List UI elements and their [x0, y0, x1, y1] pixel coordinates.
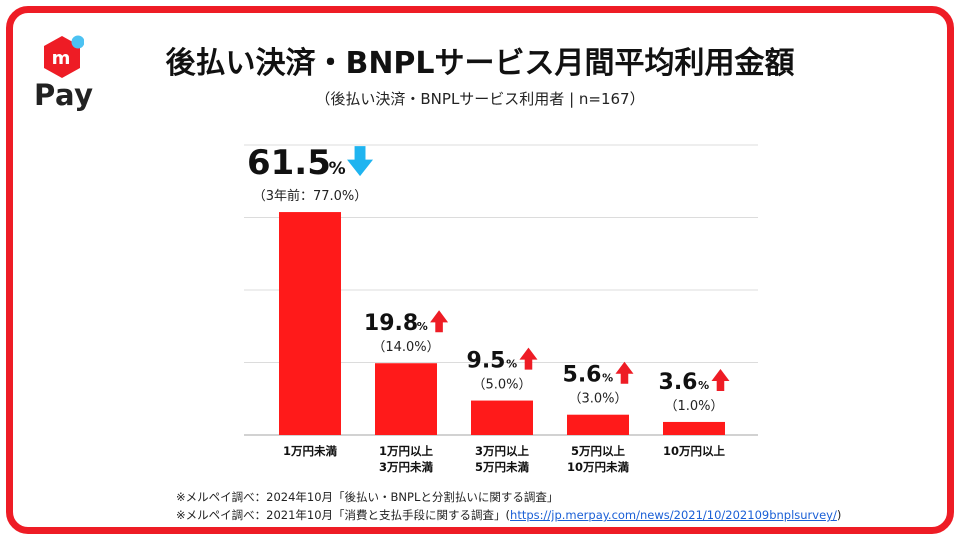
arrow-up-icon: [615, 361, 634, 384]
category-label: 3万円以上: [475, 444, 530, 458]
merpay-logo: m Pay: [34, 34, 94, 114]
value-label: 9.5: [467, 349, 506, 374]
category-label: 5万円未満: [475, 460, 530, 474]
arrow-up-icon: [430, 310, 449, 333]
footnote-1: ※メルペイ調べ：2024年10月「後払い・BNPLと分割払いに関する調査」: [176, 490, 559, 504]
category-label: 5万円以上: [571, 444, 626, 458]
page-title: 後払い決済・BNPLサービス月間平均利用金額: [165, 46, 795, 81]
percent-label: %: [417, 320, 428, 333]
previous-value-label: （1.0%）: [664, 399, 723, 414]
category-label: 10万円以上: [663, 444, 726, 458]
category-labels: 1万円未満 1万円以上 3万円未満 3万円以上 5万円未満 5万円以上 10万円未満 10万円…: [283, 444, 726, 474]
footnote-2: ※メルペイ調べ：2021年10月「消費と支払手段に関する調査」(https://…: [176, 506, 841, 524]
bar: [663, 421, 725, 435]
logo-hexagon: [44, 36, 80, 78]
page-subtitle: （後払い決済・BNPLサービス利用者 | n=167）: [315, 90, 645, 108]
logo-dot: [71, 35, 84, 49]
footnote-2-suffix: ): [836, 508, 842, 522]
bar: [471, 400, 533, 435]
arrow-down-icon: [347, 146, 374, 177]
category-label: 10万円未満: [567, 460, 630, 474]
category-label: 1万円以上: [379, 444, 434, 458]
arrow-up-icon: [519, 347, 538, 370]
value-label: 3.6: [659, 370, 698, 395]
previous-value-label: （14.0%）: [372, 340, 439, 355]
bar: [567, 414, 629, 435]
logo-text: Pay: [34, 78, 94, 112]
category-label: 1万円未満: [283, 444, 338, 458]
arrow-up-icon: [711, 368, 730, 391]
bar: [279, 212, 341, 435]
percent-label: %: [329, 159, 346, 179]
category-label: 3万円未満: [379, 460, 434, 474]
source-link[interactable]: https://jp.merpay.com/news/2021/10/20210…: [510, 508, 837, 522]
value-label: 61.5: [247, 143, 331, 183]
merpay-logo-icon: m: [44, 35, 84, 78]
previous-value-label: （3.0%）: [568, 392, 627, 407]
percent-label: %: [602, 372, 613, 385]
slide-frame: [6, 6, 954, 534]
previous-value-label: （3年前：77.0%）: [253, 188, 368, 204]
previous-value-label: （5.0%）: [472, 378, 531, 393]
bars: [279, 212, 725, 435]
value-label: 19.8: [364, 311, 418, 336]
data-labels: （3年前：77.0%） 61.5% （14.0%） 19.8% （5.0%） 9.5 % （3…: [247, 143, 730, 414]
footnote-2-prefix: ※メルペイ調べ：2021年10月「消費と支払手段に関する調査」(: [176, 508, 511, 522]
percent-label: %: [506, 358, 517, 371]
bar: [375, 363, 437, 435]
value-label: 5.6: [563, 363, 602, 388]
footnotes: ※メルペイ調べ：2024年10月「後払い・BNPLと分割払いに関する調査」 ※メ…: [176, 488, 841, 524]
logo-m-glyph: m: [52, 48, 71, 69]
percent-label: %: [698, 379, 709, 392]
